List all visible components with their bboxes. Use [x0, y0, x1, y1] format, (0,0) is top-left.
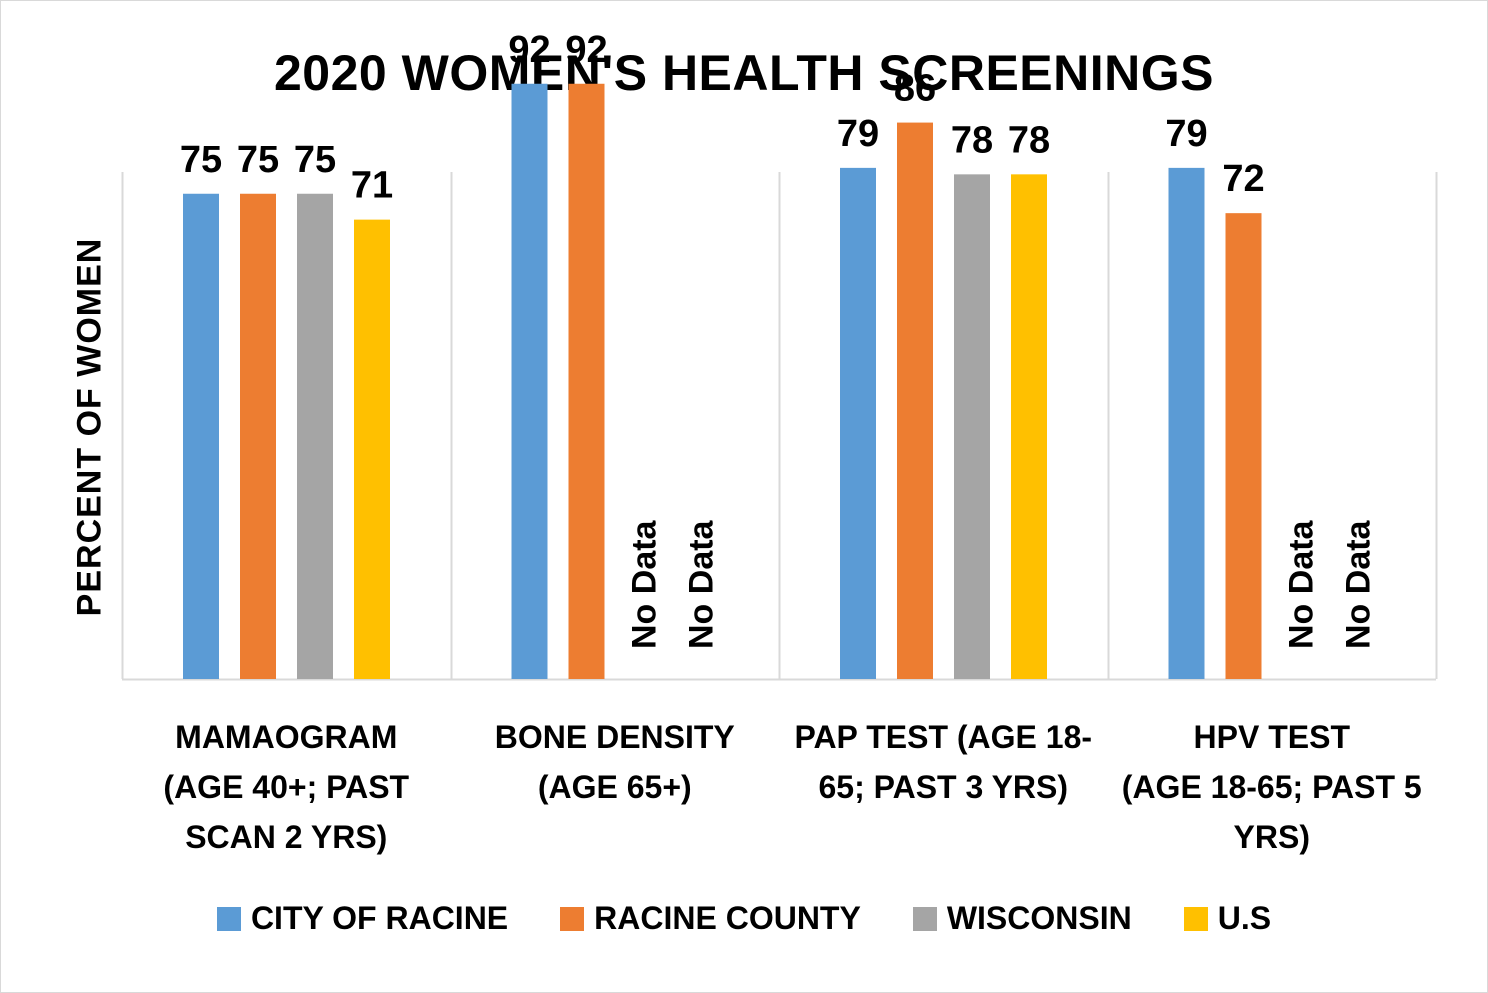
- category-label: HPV TEST (AGE 18-65; PAST 5 YRS): [1107, 712, 1437, 862]
- bar: [297, 193, 333, 679]
- legend-label: WISCONSIN: [946, 900, 1132, 936]
- legend-item: RACINE COUNTY: [560, 900, 861, 937]
- bar: [183, 193, 219, 679]
- bar-value-label: 78: [951, 119, 993, 161]
- category-label-line: (AGE 18-65; PAST 5: [1121, 769, 1422, 805]
- no-data-label: No Data: [1340, 519, 1378, 649]
- category-label-line: 65; PAST 3 YRS): [818, 769, 1069, 805]
- bar: [954, 174, 990, 679]
- bar-value-label: 71: [351, 165, 393, 207]
- bar: [354, 219, 390, 679]
- category-label-line: BONE DENSITY: [494, 719, 735, 755]
- legend-swatch: [1183, 906, 1208, 931]
- category-label: PAP TEST (AGE 18- 65; PAST 3 YRS): [778, 712, 1108, 812]
- bar-value-label: 86: [894, 68, 936, 110]
- bar-value-label: 72: [1222, 158, 1264, 200]
- legend-item: CITY OF RACINE: [216, 900, 509, 937]
- bar-value-label: 79: [1165, 113, 1207, 155]
- legend: CITY OF RACINE RACINE COUNTY WISCONSIN U.S: [0, 900, 1488, 937]
- bar: [1168, 167, 1205, 679]
- chart-title: 2020 WOMEN'S HEALTH SCREENINGS: [274, 45, 1214, 101]
- bar: [897, 122, 933, 679]
- bar-value-label: 75: [237, 139, 279, 181]
- legend-item: U.S: [1183, 900, 1272, 937]
- bar: [1225, 213, 1262, 679]
- category-label-line: YRS): [1233, 819, 1310, 855]
- legend-swatch: [216, 906, 241, 931]
- legend-label: U.S: [1217, 900, 1272, 936]
- no-data-label: No Data: [683, 519, 721, 649]
- legend-label: CITY OF RACINE: [250, 900, 509, 936]
- category-label-line: MAMAOGRAM: [175, 719, 398, 755]
- category-label-line: (AGE 65+): [537, 769, 692, 805]
- bar: [511, 83, 548, 679]
- bar: [568, 83, 605, 679]
- legend-label: RACINE COUNTY: [594, 900, 861, 936]
- bar: [240, 193, 276, 679]
- bar-value-label: 79: [837, 113, 879, 155]
- category-label-line: PAP TEST (AGE 18-: [794, 719, 1093, 755]
- legend-swatch: [912, 906, 937, 931]
- legend-swatch: [560, 906, 585, 931]
- legend-item: WISCONSIN: [912, 900, 1132, 937]
- bar: [840, 167, 876, 679]
- bar-value-label: 75: [294, 139, 336, 181]
- bar-value-label: 75: [180, 139, 222, 181]
- category-label-line: SCAN 2 YRS): [185, 819, 388, 855]
- category-label-line: HPV TEST: [1193, 719, 1350, 755]
- category-label: MAMAOGRAM (AGE 40+; PAST SCAN 2 YRS): [121, 712, 451, 862]
- bar-value-label: 92: [565, 29, 607, 71]
- bar-value-label: 78: [1008, 119, 1050, 161]
- bar-value-label: 92: [508, 29, 550, 71]
- category-label-line: (AGE 40+; PAST: [163, 769, 410, 805]
- category-label: BONE DENSITY (AGE 65+): [450, 712, 780, 812]
- bar: [1011, 174, 1047, 679]
- no-data-label: No Data: [1283, 519, 1321, 649]
- no-data-label: No Data: [626, 519, 664, 649]
